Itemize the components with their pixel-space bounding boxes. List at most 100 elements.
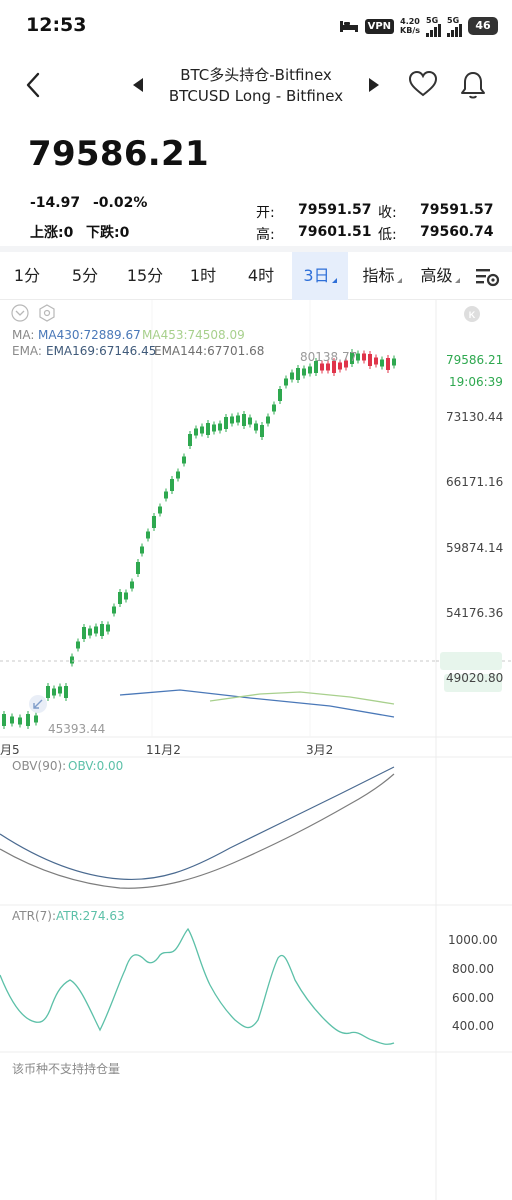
tab-4hour[interactable]: 4时: [247, 266, 275, 285]
candle: [34, 715, 38, 723]
dropdown-triangle-icon: [454, 278, 460, 283]
tab-indicators[interactable]: 指标: [356, 252, 408, 300]
candle: [52, 688, 56, 696]
candle: [136, 562, 140, 574]
interval-tabs: 1分 5分 15分 1时 4时 3日 指标 高级: [0, 252, 512, 300]
candle: [26, 714, 30, 726]
atr-label: ATR(7):: [12, 909, 56, 923]
candle: [164, 491, 168, 499]
atr-line: [0, 927, 395, 1045]
candle: [10, 716, 14, 724]
candle: [106, 624, 110, 632]
dropdown-triangle-icon: [331, 278, 337, 283]
ma453-line: [209, 691, 395, 705]
candle: [254, 423, 258, 431]
y-tick: 66171.16: [446, 475, 504, 489]
candle: [272, 404, 276, 412]
candle: [200, 426, 204, 434]
candle: [18, 717, 22, 725]
candle: [260, 425, 264, 437]
previous-symbol-icon[interactable]: [132, 77, 144, 93]
symbol-title: BTC多头持仓-Bitfinex BTCUSD Long - Bitfinex: [150, 65, 362, 107]
k-logo-icon: K: [464, 306, 480, 322]
tab-5min[interactable]: 5分: [71, 266, 99, 285]
countdown-tag: 19:06:39: [449, 375, 503, 389]
tab-1min[interactable]: 1分: [13, 266, 41, 285]
candle: [350, 352, 354, 364]
candle: [188, 434, 192, 446]
candle: [2, 714, 6, 726]
tab-1hour[interactable]: 1时: [189, 266, 217, 285]
svg-text:K: K: [469, 310, 476, 320]
battery-icon: 46: [468, 17, 498, 35]
tab-3day[interactable]: 3日: [292, 252, 348, 300]
status-bar: 12:53 VPN 4.20 KB/s 5G 5G 46: [0, 0, 512, 52]
candle: [266, 416, 270, 424]
back-arrow-icon[interactable]: [20, 70, 48, 100]
min-price-label: 45393.44: [48, 722, 106, 736]
candle: [130, 581, 134, 589]
candle: [88, 628, 92, 636]
obv-value: OBV:0.00: [68, 759, 124, 773]
kline-chart-area[interactable]: K MA: MA430:72889.67 MA453:74508.09 EMA:…: [0, 300, 512, 1200]
ema144-value: EMA144:67701.68: [154, 344, 265, 358]
candle: [242, 414, 246, 426]
countdown-tag-bg: [444, 674, 502, 692]
ema169-value: EMA169:67146.45: [46, 344, 157, 358]
price-change-percent: -0.02%: [93, 195, 148, 211]
x-tick: 11月2: [146, 743, 181, 757]
vpn-badge: VPN: [364, 18, 395, 34]
y-tick: 49020.80: [446, 671, 504, 685]
candle: [290, 372, 294, 380]
candle: [284, 378, 288, 386]
section-divider: [0, 246, 512, 252]
tab-15min[interactable]: 15分: [126, 266, 164, 285]
candle: [212, 424, 216, 432]
candle: [344, 360, 348, 368]
candle: [296, 368, 300, 380]
candle: [64, 686, 68, 698]
candle: [236, 415, 240, 423]
obv-label: OBV(90):: [12, 759, 67, 773]
candle: [140, 546, 144, 554]
alert-bell-icon[interactable]: [460, 70, 486, 100]
tab-advanced[interactable]: 高级: [414, 252, 466, 300]
ma453-value: MA453:74508.09: [142, 328, 245, 342]
candle: [332, 361, 336, 373]
candle: [46, 686, 50, 698]
bed-icon: [339, 21, 358, 32]
down-count: 下跌:0: [86, 225, 130, 241]
y-tick: 59874.14: [446, 541, 504, 555]
open-value: 79591.57: [298, 202, 372, 218]
next-symbol-icon[interactable]: [368, 77, 380, 93]
candle: [224, 417, 228, 429]
page-title: BTC多头持仓-Bitfinex: [180, 66, 332, 84]
candle: [118, 592, 122, 604]
candle: [380, 359, 384, 367]
chart-settings-icon[interactable]: [474, 265, 502, 289]
page-subtitle: BTCUSD Long - Bitfinex: [168, 87, 344, 105]
atr-y-tick: 1000.00: [448, 933, 498, 947]
candle: [124, 592, 128, 600]
low-label: 低:: [378, 227, 397, 243]
candle: [278, 389, 282, 401]
candle: [368, 354, 372, 366]
x-tick: 3月2: [306, 743, 334, 757]
candlestick-series: [2, 349, 396, 729]
candle: [170, 479, 174, 491]
y-tick: 73130.44: [446, 410, 504, 424]
last-price-tag-bg: [440, 652, 502, 670]
ema-label: EMA:: [12, 344, 42, 358]
chart-canvas[interactable]: K: [0, 300, 512, 1200]
collapse-indicator-icon[interactable]: [11, 304, 29, 322]
high-value: 79601.51: [298, 224, 372, 240]
candle: [100, 624, 104, 636]
ma430-line: [119, 689, 395, 718]
atr-y-tick: 800.00: [452, 962, 494, 976]
candle: [356, 353, 360, 361]
atr-value: ATR:274.63: [56, 909, 125, 923]
favorite-heart-icon[interactable]: [408, 70, 438, 98]
candle: [386, 358, 390, 370]
candle: [218, 423, 222, 431]
indicator-settings-icon[interactable]: [39, 304, 55, 322]
